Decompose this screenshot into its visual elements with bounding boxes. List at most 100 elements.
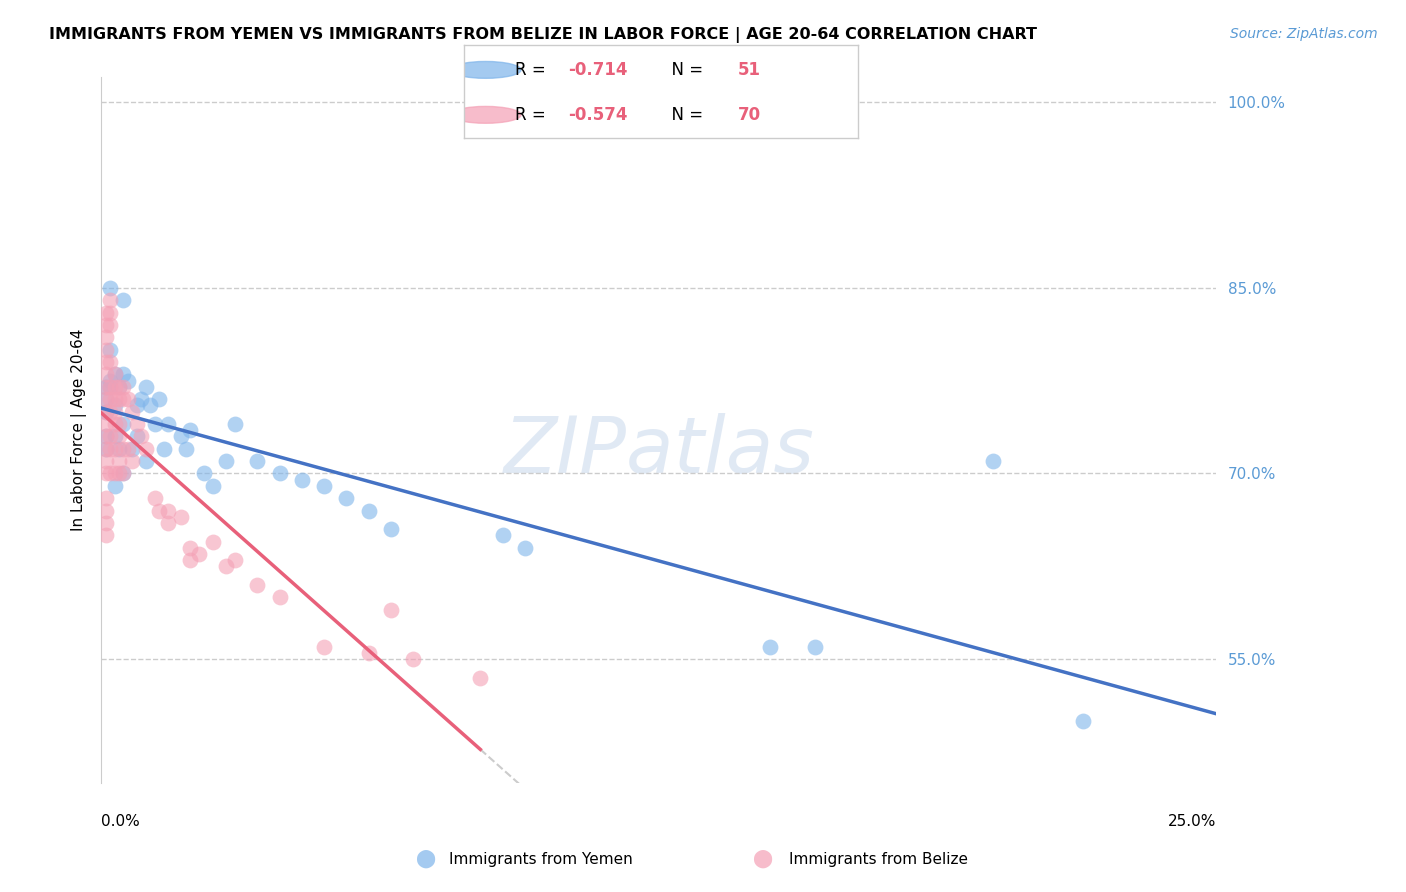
Point <box>94 380 117 394</box>
Point <box>513 541 536 555</box>
Point <box>98 343 121 357</box>
Point <box>94 380 117 394</box>
Point <box>112 368 135 382</box>
Point <box>148 392 170 407</box>
Point <box>108 392 131 407</box>
Point <box>135 442 157 456</box>
Point <box>121 404 143 418</box>
Point <box>98 429 121 443</box>
Point <box>139 398 162 412</box>
Point <box>98 374 121 388</box>
Point <box>269 467 291 481</box>
Point <box>135 454 157 468</box>
Point <box>291 473 314 487</box>
Point <box>108 380 131 394</box>
Text: ⬤: ⬤ <box>415 849 434 868</box>
Point <box>94 528 117 542</box>
Point <box>103 398 125 412</box>
Point <box>380 522 402 536</box>
Point <box>98 355 121 369</box>
Point <box>112 293 135 308</box>
Point <box>121 442 143 456</box>
Point <box>98 305 121 319</box>
Point <box>1071 714 1094 728</box>
Point <box>103 442 125 456</box>
Point <box>129 392 152 407</box>
Point <box>125 398 148 412</box>
Point <box>94 318 117 332</box>
Text: 0.0%: 0.0% <box>101 814 139 829</box>
Point <box>152 442 174 456</box>
Point <box>98 442 121 456</box>
Point <box>94 368 117 382</box>
Point <box>94 330 117 344</box>
Point <box>170 509 193 524</box>
Point <box>103 380 125 394</box>
Text: R =: R = <box>515 61 551 78</box>
Point <box>103 368 125 382</box>
Point <box>94 429 117 443</box>
Point <box>804 640 827 654</box>
Text: 25.0%: 25.0% <box>1168 814 1216 829</box>
Point <box>179 423 201 437</box>
Point <box>335 491 357 506</box>
Point <box>103 479 125 493</box>
Point <box>94 454 117 468</box>
Point <box>143 417 166 431</box>
Text: ZIPatlas: ZIPatlas <box>503 413 814 490</box>
Point <box>157 503 180 517</box>
Point <box>94 516 117 530</box>
Point <box>108 467 131 481</box>
Point <box>94 417 117 431</box>
Point <box>117 442 139 456</box>
Point <box>112 467 135 481</box>
Point <box>314 479 336 493</box>
Point <box>98 318 121 332</box>
Point <box>94 491 117 506</box>
Point <box>201 479 224 493</box>
Point <box>98 380 121 394</box>
Point <box>103 368 125 382</box>
Point <box>188 547 211 561</box>
Point <box>246 454 269 468</box>
Point <box>94 442 117 456</box>
Text: IMMIGRANTS FROM YEMEN VS IMMIGRANTS FROM BELIZE IN LABOR FORCE | AGE 20-64 CORRE: IMMIGRANTS FROM YEMEN VS IMMIGRANTS FROM… <box>49 27 1038 43</box>
Point <box>170 429 193 443</box>
Point <box>246 578 269 592</box>
Point <box>470 671 492 685</box>
Point <box>112 380 135 394</box>
Point <box>98 392 121 407</box>
Point <box>103 417 125 431</box>
Point <box>174 442 197 456</box>
Point <box>314 640 336 654</box>
Point <box>491 528 513 542</box>
Point <box>179 541 201 555</box>
Point <box>94 392 117 407</box>
Point <box>112 392 135 407</box>
Text: Immigrants from Belize: Immigrants from Belize <box>789 852 969 867</box>
Point <box>215 559 238 574</box>
Point <box>94 404 117 418</box>
Point <box>112 467 135 481</box>
Point <box>108 442 131 456</box>
Point <box>117 374 139 388</box>
Point <box>98 281 121 295</box>
Text: ⬤: ⬤ <box>752 849 772 868</box>
Point <box>357 503 380 517</box>
Y-axis label: In Labor Force | Age 20-64: In Labor Force | Age 20-64 <box>72 329 87 532</box>
Point <box>94 404 117 418</box>
Point <box>179 553 201 567</box>
Point <box>112 417 135 431</box>
Text: N =: N = <box>661 61 709 78</box>
Point <box>112 442 135 456</box>
Point <box>98 467 121 481</box>
Text: N =: N = <box>661 106 709 124</box>
Point <box>157 417 180 431</box>
Point <box>157 516 180 530</box>
Point <box>103 429 125 443</box>
Point <box>402 652 425 666</box>
Point <box>129 429 152 443</box>
Point <box>94 429 117 443</box>
Text: -0.574: -0.574 <box>568 106 628 124</box>
Circle shape <box>450 62 522 78</box>
